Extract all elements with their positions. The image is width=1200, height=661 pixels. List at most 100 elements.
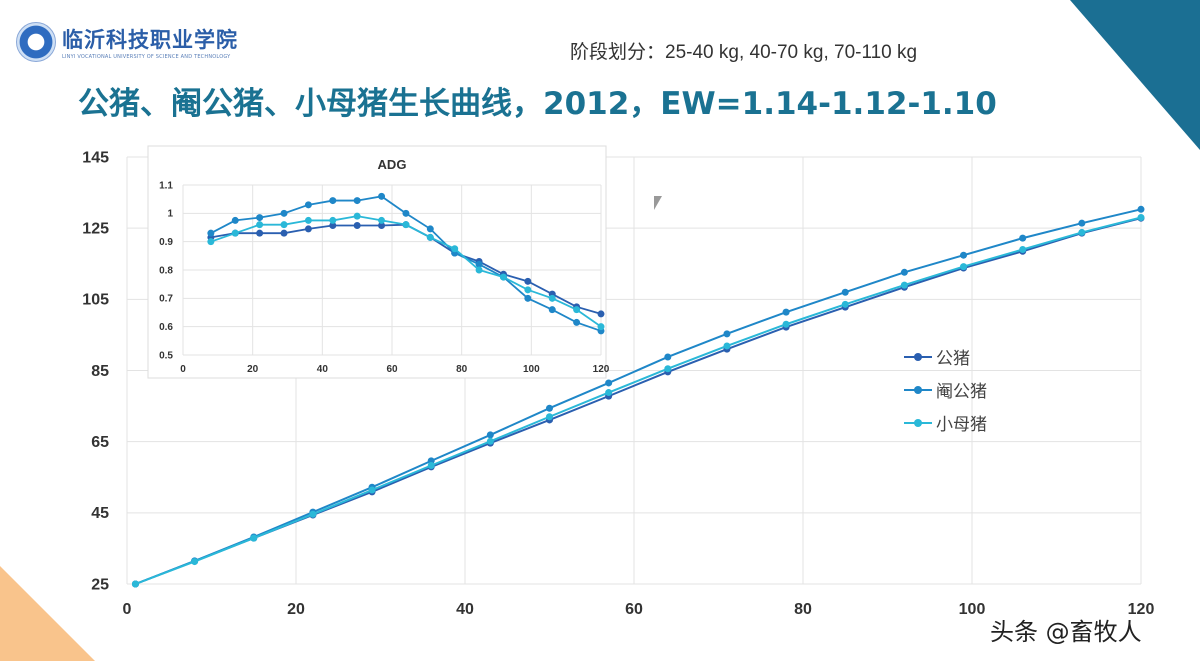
legend-item-gilt: 小母猪 (904, 406, 987, 439)
legend-label: 公猪 (936, 349, 970, 369)
legend-label: 小母猪 (936, 415, 987, 435)
data-point (1137, 213, 1145, 221)
legend-marker (904, 352, 932, 361)
data-point (1137, 205, 1145, 213)
x-tick-label: 120 (593, 364, 610, 375)
chart-title: ADG (378, 157, 407, 172)
data-point (280, 209, 288, 217)
data-point (402, 221, 410, 229)
data-point (723, 342, 731, 350)
y-tick-label: 1.1 (159, 180, 173, 191)
data-point (546, 404, 553, 412)
adg-inset-chart: 0.5 0.6 0.7 0.8 0.9 1 1.1 0 20 40 60 80 100 120 ADG (147, 145, 610, 379)
data-point (426, 225, 434, 233)
y-tick-label: 45 (91, 505, 109, 522)
data-point (960, 251, 968, 259)
university-emblem-icon (16, 22, 56, 62)
data-point (304, 225, 312, 233)
series-line-阉公猪 (135, 208, 1142, 585)
data-point (841, 288, 849, 296)
data-point (256, 214, 264, 222)
data-point (475, 260, 483, 268)
x-tick-label: 80 (794, 601, 812, 618)
data-point (524, 294, 532, 302)
data-point (427, 462, 435, 470)
legend-label: 阉公猪 (936, 382, 987, 402)
y-tick-label: 85 (91, 363, 109, 380)
data-point (250, 534, 258, 542)
y-tick-label: 0.8 (159, 265, 173, 276)
data-point (723, 330, 731, 338)
data-point (1078, 219, 1086, 227)
y-tick-label: 0.9 (159, 237, 173, 248)
data-point (304, 216, 312, 224)
y-tick-label: 0.5 (159, 350, 173, 361)
x-tick-label: 20 (247, 364, 259, 375)
data-point (1019, 246, 1027, 254)
data-point (841, 300, 849, 308)
data-point (451, 245, 459, 253)
legend: 公猪 阉公猪 小母猪 (904, 340, 987, 439)
y-tick-label: 25 (91, 576, 109, 593)
data-point (378, 216, 386, 224)
legend-item-boar: 公猪 (904, 340, 987, 373)
x-tick-label: 80 (456, 364, 468, 375)
data-point (353, 197, 361, 205)
data-point (499, 273, 507, 281)
data-point (191, 558, 199, 566)
data-point (546, 413, 553, 421)
mouse-cursor-icon (654, 196, 662, 210)
data-point (1078, 228, 1086, 236)
data-point (231, 216, 239, 224)
x-tick-label: 40 (317, 364, 329, 375)
data-point (329, 216, 337, 224)
data-point (486, 431, 494, 439)
data-point (597, 323, 605, 331)
data-point (782, 308, 790, 316)
legend-marker (904, 385, 932, 394)
stage-note: 阶段划分：25-40 kg, 40-70 kg, 70-110 kg (570, 42, 918, 63)
series-line-小母猪 (135, 216, 1142, 585)
data-point (548, 306, 556, 314)
data-point (378, 192, 386, 200)
data-point (573, 306, 581, 314)
y-tick-label: 65 (91, 434, 109, 451)
data-point (960, 263, 968, 271)
x-tick-label: 0 (123, 601, 132, 618)
data-point (573, 318, 581, 326)
legend-marker (904, 418, 932, 427)
data-point (548, 294, 556, 302)
x-tick-label: 20 (287, 601, 305, 618)
data-point (664, 353, 672, 361)
data-point (782, 320, 790, 328)
data-point (486, 437, 494, 445)
data-point (900, 281, 908, 289)
data-point (280, 229, 288, 237)
data-point (329, 197, 337, 205)
data-point (605, 379, 613, 387)
data-point (256, 229, 264, 237)
y-tick-label: 1 (167, 209, 173, 220)
data-point (524, 286, 532, 294)
university-logo: 临沂科技职业学院 LINYI VOCATIONAL UNIVERSITY OF … (16, 22, 238, 62)
y-tick-label: 0.6 (159, 322, 173, 333)
x-tick-label: 40 (456, 601, 474, 618)
data-point (231, 229, 239, 237)
slide-title: 公猪、阉公猪、小母猪生长曲线，2012，EW=1.14-1.12-1.10 (78, 86, 997, 122)
data-point (207, 238, 215, 246)
data-point (597, 310, 605, 318)
data-point (131, 580, 139, 588)
data-point (280, 221, 288, 229)
data-point (207, 229, 215, 237)
logo-subtitle: LINYI VOCATIONAL UNIVERSITY OF SCIENCE A… (62, 54, 231, 60)
data-point (524, 277, 532, 285)
data-point (605, 389, 613, 397)
y-tick-label: 125 (82, 221, 109, 238)
data-point (664, 365, 672, 373)
logo-name: 临沂科技职业学院 (62, 27, 238, 52)
data-point (475, 266, 483, 274)
x-tick-label: 100 (959, 601, 986, 618)
y-tick-label: 105 (82, 292, 109, 309)
data-point (402, 209, 410, 217)
